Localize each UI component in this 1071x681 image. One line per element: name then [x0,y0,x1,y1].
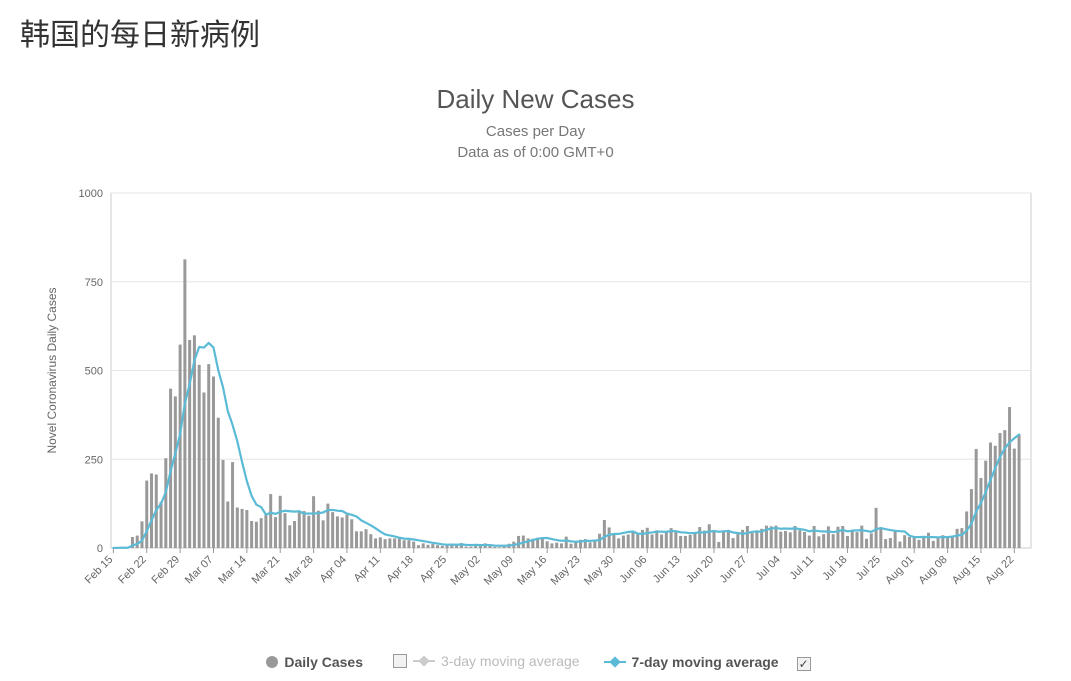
svg-text:May 09: May 09 [481,554,515,588]
svg-text:Apr 11: Apr 11 [351,554,382,585]
chart-plot: 0 250 500 750 1000 Novel Coronavirus Daily Ca… [26,183,1046,643]
svg-text:Jul 04: Jul 04 [753,554,782,583]
svg-text:Feb 15: Feb 15 [82,554,115,587]
chart-subtitle: Cases per Day Data as of 0:00 GMT+0 [20,121,1051,163]
svg-text:0: 0 [96,543,102,555]
page-header: 韩国的每日新病例 [20,10,1051,54]
svg-text:Feb 22: Feb 22 [116,554,149,587]
svg-text:Aug 08: Aug 08 [916,554,949,587]
legend-marker-linepoint [413,655,435,667]
legend-item-daily[interactable]: Daily Cases [266,654,363,670]
svg-text:Aug 01: Aug 01 [883,554,916,587]
svg-text:Apr 18: Apr 18 [384,554,415,585]
svg-text:May 02: May 02 [448,554,482,588]
svg-text:Jun 20: Jun 20 [684,554,716,586]
legend-checkbox-ma7[interactable] [797,657,811,671]
svg-text:1000: 1000 [78,188,102,200]
svg-text:Apr 25: Apr 25 [417,554,448,585]
svg-text:Jul 11: Jul 11 [787,554,816,583]
subtitle-line-2: Data as of 0:00 GMT+0 [457,144,613,161]
chart-container: Daily New Cases Cases per Day Data as of… [20,84,1051,671]
legend-label-ma7: 7-day moving average [632,654,779,670]
svg-text:Apr 04: Apr 04 [317,554,348,585]
svg-text:Mar 14: Mar 14 [216,554,249,587]
legend-item-ma3[interactable]: 3-day moving average [387,653,580,669]
chart-legend: Daily Cases 3-day moving average 7-day mov… [20,653,1051,671]
svg-text:Mar 07: Mar 07 [182,554,215,587]
svg-text:Feb 29: Feb 29 [149,554,182,587]
legend-item-ma7[interactable]: 7-day moving average [604,654,779,670]
legend-marker-linepoint [604,656,626,668]
svg-text:250: 250 [84,454,102,466]
chart-svg: 0 250 500 750 1000 Novel Coronavirus Daily Ca… [26,183,1046,643]
svg-text:Mar 28: Mar 28 [283,554,316,587]
svg-text:Aug 22: Aug 22 [983,554,1016,587]
legend-marker-circle [266,656,278,668]
svg-text:Jul 25: Jul 25 [853,554,882,583]
svg-text:Aug 15: Aug 15 [949,554,982,587]
legend-checkbox-ma3[interactable] [393,654,407,668]
svg-text:Jun 27: Jun 27 [717,554,749,586]
legend-label-ma3: 3-day moving average [441,653,580,669]
svg-text:May 23: May 23 [548,554,582,588]
svg-text:500: 500 [84,366,102,378]
svg-text:Novel Coronavirus Daily Cases: Novel Coronavirus Daily Cases [45,287,59,453]
subtitle-line-1: Cases per Day [486,123,585,140]
chart-title: Daily New Cases [20,84,1051,115]
svg-text:May 30: May 30 [582,554,616,588]
svg-text:May 16: May 16 [515,554,549,588]
legend-label-daily: Daily Cases [284,654,363,670]
svg-text:750: 750 [84,277,102,289]
svg-text:Mar 21: Mar 21 [249,554,282,587]
svg-text:Jun 06: Jun 06 [617,554,649,586]
svg-text:Jun 13: Jun 13 [650,554,682,586]
svg-text:Jul 18: Jul 18 [820,554,849,583]
